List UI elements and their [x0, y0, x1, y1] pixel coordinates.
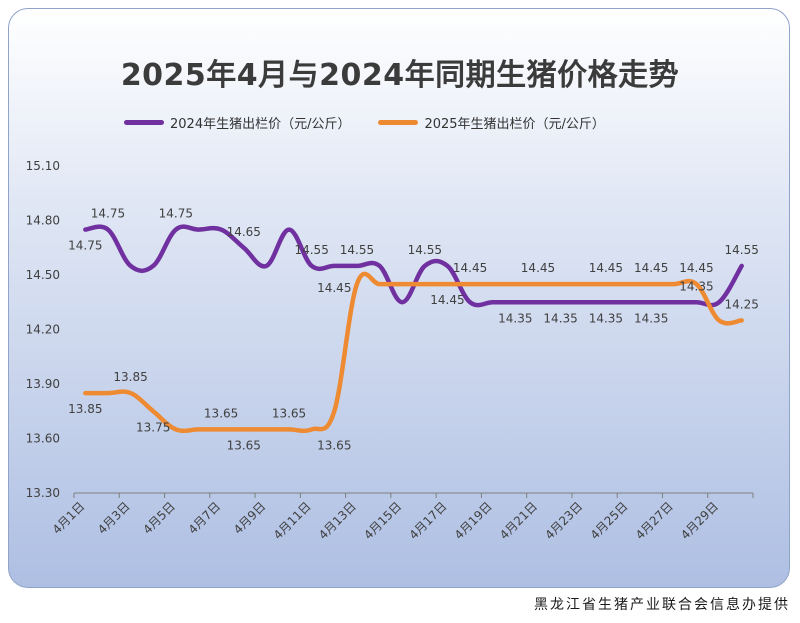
x-tick-label: 4月25日	[588, 499, 631, 542]
series-2024-line	[83, 224, 744, 308]
y-tick-label: 15.10	[26, 159, 60, 173]
y-tick-label: 14.80	[26, 214, 60, 228]
data-label-2024: 14.75	[159, 207, 193, 221]
x-tick-label: 4月3日	[95, 499, 133, 537]
legend-swatch-2025	[378, 119, 419, 125]
chart-legend: 2024年生猪出栏价（元/公斤） 2025年生猪出栏价（元/公斤）	[124, 112, 633, 132]
legend-label-2024: 2024年生猪出栏价（元/公斤）	[170, 116, 351, 132]
data-label-2025: 14.45	[430, 293, 464, 307]
x-tick-label: 4月15日	[361, 499, 404, 542]
data-label-2024: 14.55	[294, 243, 328, 257]
data-label-2025: 14.45	[453, 261, 487, 275]
y-tick-label: 14.50	[26, 268, 60, 282]
data-label-2025: 13.65	[317, 438, 351, 452]
y-tick-label: 13.90	[26, 377, 60, 391]
chart-title: 2025年4月与2024年同期生猪价格走势	[120, 58, 680, 93]
legend-label-2025: 2025年生猪出栏价（元/公斤）	[424, 116, 605, 132]
x-tick-label: 4月17日	[407, 499, 450, 542]
x-tick-label: 4月27日	[633, 499, 676, 542]
x-tick-label: 4月29日	[678, 499, 721, 542]
data-label-2024: 14.55	[408, 243, 442, 257]
source-note: 黑龙江省生猪产业联合会信息办提供	[534, 597, 790, 613]
data-label-2025: 14.45	[589, 261, 623, 275]
x-tick-label: 4月21日	[497, 499, 540, 542]
x-tick-label: 4月19日	[452, 499, 495, 542]
data-label-2025: 14.45	[521, 261, 555, 275]
data-label-2024: 14.65	[227, 225, 261, 239]
data-label-2024: 14.35	[543, 311, 577, 325]
data-label-2025: 14.45	[634, 261, 668, 275]
legend-item-2025: 2025年生猪出栏价（元/公斤）	[378, 113, 605, 132]
data-label-2024: 14.35	[498, 311, 532, 325]
data-label-2025: 14.25	[725, 297, 759, 311]
data-label-2025: 14.45	[317, 281, 351, 295]
data-label-2024: 14.75	[68, 239, 102, 253]
data-label-2025: 13.65	[227, 438, 261, 452]
x-tick-label: 4月23日	[542, 499, 585, 542]
data-label-2024: 14.55	[725, 243, 759, 257]
data-label-2024: 14.75	[91, 207, 125, 221]
y-tick-label: 13.60	[26, 432, 60, 446]
x-tick-label: 4月1日	[50, 499, 88, 537]
data-label-2025: 14.45	[679, 261, 713, 275]
x-tick-label: 4月11日	[271, 499, 314, 542]
data-label-2025: 13.65	[204, 406, 238, 420]
x-tick-label: 4月9日	[231, 499, 269, 537]
x-tick-label: 4月13日	[316, 499, 359, 542]
data-label-2025: 13.85	[68, 402, 102, 416]
data-label-2024: 14.35	[679, 279, 713, 293]
legend-swatch-2024	[124, 119, 164, 125]
data-label-2024: 14.35	[589, 311, 623, 325]
data-label-2024: 14.35	[634, 311, 668, 325]
x-tick-label: 4月5日	[140, 499, 178, 537]
data-label-2024: 14.55	[340, 243, 374, 257]
y-tick-label: 14.20	[26, 323, 60, 337]
y-tick-label: 13.30	[26, 486, 60, 500]
x-tick-label: 4月7日	[186, 499, 224, 537]
legend-item-2024: 2024年生猪出栏价（元/公斤）	[124, 113, 350, 132]
data-label-2025: 13.75	[136, 420, 170, 434]
data-label-2025: 13.85	[113, 370, 147, 384]
data-label-2025: 13.65	[272, 406, 306, 420]
series-2025-line	[83, 271, 744, 434]
